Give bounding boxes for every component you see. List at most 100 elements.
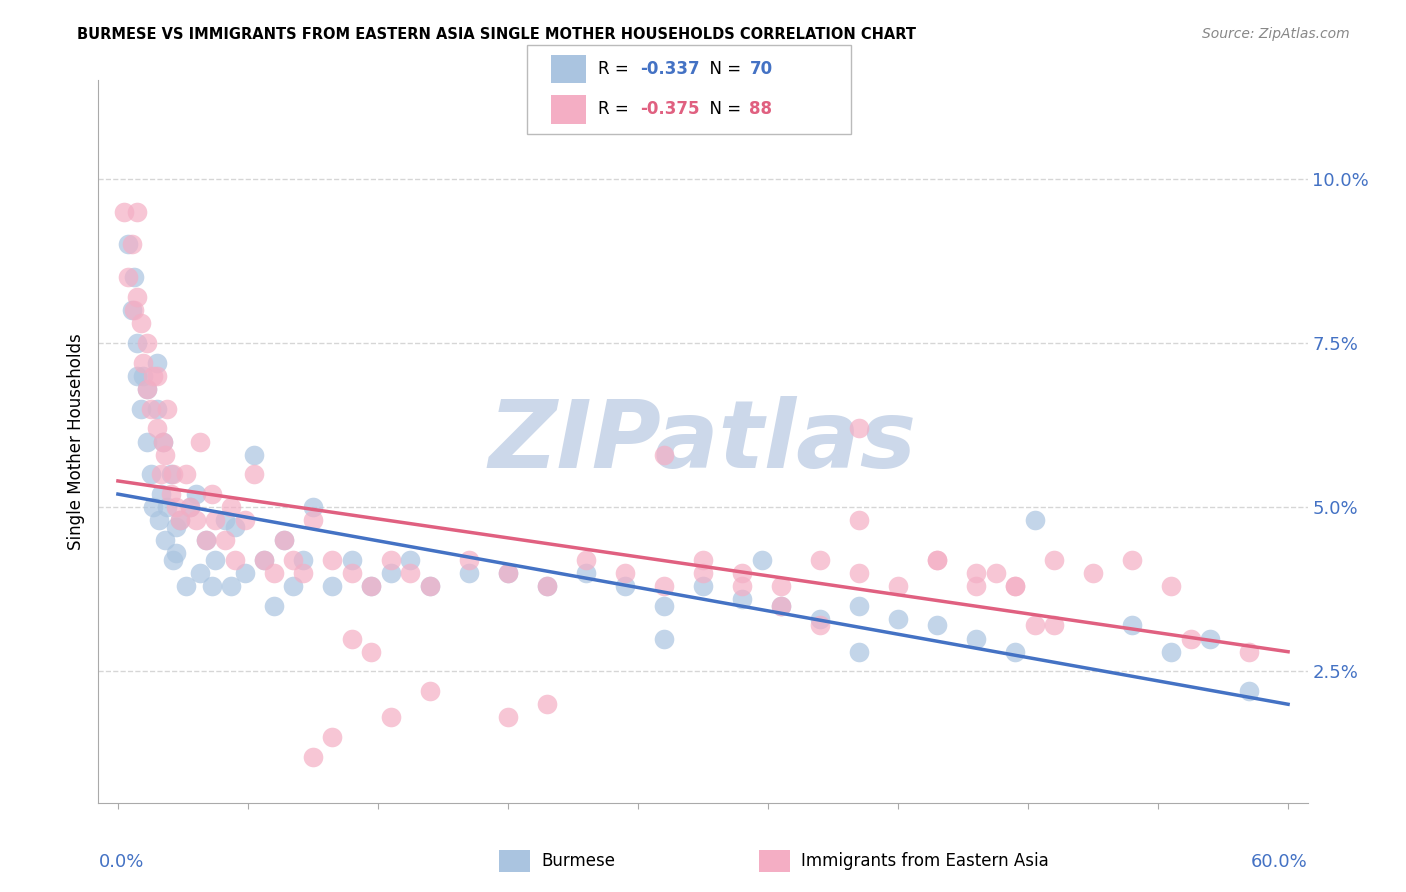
Point	[169, 513, 191, 527]
Point	[380, 566, 402, 580]
Point	[224, 553, 246, 567]
Point	[292, 553, 315, 567]
Point	[1160, 645, 1182, 659]
Point	[152, 434, 174, 449]
Point	[131, 316, 153, 330]
Point	[1121, 618, 1143, 632]
Point	[692, 566, 714, 580]
Point	[174, 467, 197, 482]
Point	[146, 356, 169, 370]
Point	[1043, 553, 1066, 567]
Point	[965, 632, 987, 646]
Point	[117, 270, 139, 285]
Point	[139, 467, 162, 482]
Point	[204, 553, 226, 567]
Text: Immigrants from Eastern Asia: Immigrants from Eastern Asia	[801, 852, 1049, 870]
Point	[769, 579, 792, 593]
Point	[165, 500, 187, 515]
Point	[127, 368, 149, 383]
Point	[273, 533, 295, 547]
Point	[984, 566, 1007, 580]
Point	[253, 553, 276, 567]
Point	[146, 421, 169, 435]
Text: ZIPatlas: ZIPatlas	[489, 395, 917, 488]
Point	[731, 566, 754, 580]
Point	[188, 434, 211, 449]
Point	[302, 749, 325, 764]
Point	[419, 579, 441, 593]
Text: R =: R =	[598, 100, 634, 119]
Point	[136, 336, 159, 351]
Point	[887, 612, 910, 626]
Point	[142, 500, 165, 515]
Point	[148, 513, 170, 527]
Point	[321, 730, 343, 744]
Point	[769, 599, 792, 613]
Point	[340, 553, 363, 567]
Point	[321, 553, 343, 567]
Point	[1004, 579, 1026, 593]
Point	[162, 553, 184, 567]
Point	[692, 553, 714, 567]
Point	[692, 579, 714, 593]
Point	[165, 546, 187, 560]
Text: N =: N =	[699, 60, 747, 78]
Point	[112, 204, 135, 219]
Point	[149, 487, 172, 501]
Point	[152, 434, 174, 449]
Point	[253, 553, 276, 567]
Point	[360, 645, 382, 659]
Point	[965, 566, 987, 580]
Point	[380, 553, 402, 567]
Point	[652, 579, 675, 593]
Point	[165, 520, 187, 534]
Point	[1043, 618, 1066, 632]
Point	[204, 513, 226, 527]
Point	[243, 448, 266, 462]
Point	[925, 618, 948, 632]
Point	[731, 579, 754, 593]
Point	[200, 487, 222, 501]
Point	[142, 368, 165, 383]
Point	[292, 566, 315, 580]
Point	[117, 237, 139, 252]
Point	[219, 579, 242, 593]
Point	[458, 553, 481, 567]
Point	[122, 303, 145, 318]
Point	[887, 579, 910, 593]
Point	[136, 434, 159, 449]
Point	[127, 336, 149, 351]
Point	[132, 356, 155, 370]
Point	[1081, 566, 1104, 580]
Point	[302, 513, 325, 527]
Point	[321, 579, 343, 593]
Y-axis label: Single Mother Households: Single Mother Households	[66, 334, 84, 549]
Point	[146, 368, 169, 383]
Point	[136, 382, 159, 396]
Point	[419, 684, 441, 698]
Text: 60.0%: 60.0%	[1251, 854, 1308, 871]
Point	[283, 579, 305, 593]
Text: 0.0%: 0.0%	[98, 854, 143, 871]
Point	[263, 599, 285, 613]
Point	[925, 553, 948, 567]
Point	[1180, 632, 1202, 646]
Point	[751, 553, 773, 567]
Point	[156, 401, 179, 416]
Text: -0.375: -0.375	[640, 100, 699, 119]
Text: Burmese: Burmese	[541, 852, 616, 870]
Point	[184, 487, 207, 501]
Point	[200, 579, 222, 593]
Point	[1121, 553, 1143, 567]
Point	[340, 566, 363, 580]
Point	[1004, 579, 1026, 593]
Point	[536, 579, 558, 593]
Point	[302, 500, 325, 515]
Point	[174, 579, 197, 593]
Point	[219, 500, 242, 515]
Point	[575, 553, 598, 567]
Point	[136, 382, 159, 396]
Point	[496, 566, 519, 580]
Text: BURMESE VS IMMIGRANTS FROM EASTERN ASIA SINGLE MOTHER HOUSEHOLDS CORRELATION CHA: BURMESE VS IMMIGRANTS FROM EASTERN ASIA …	[77, 27, 917, 42]
Text: R =: R =	[598, 60, 634, 78]
